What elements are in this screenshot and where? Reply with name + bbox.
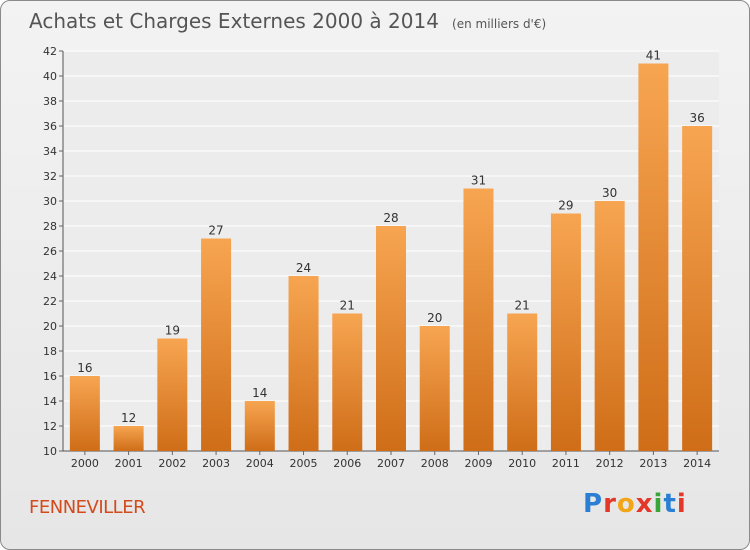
- bar: [244, 401, 275, 451]
- bar-value-label: 28: [383, 211, 398, 225]
- bar: [376, 226, 406, 451]
- bar: [69, 376, 100, 451]
- bar: [594, 201, 625, 451]
- logo-letter: o: [616, 489, 636, 519]
- bar: [463, 188, 494, 451]
- bar: [201, 238, 232, 451]
- bar: [507, 313, 538, 451]
- logo-letter: i: [676, 489, 687, 519]
- bar: [157, 338, 188, 451]
- x-tick-label: 2009: [464, 457, 492, 470]
- y-tick-label: 28: [43, 220, 57, 233]
- x-tick-label: 2004: [246, 457, 274, 470]
- logo-letter: t: [663, 489, 677, 519]
- bar-value-label: 16: [77, 361, 92, 375]
- bar-value-label: 30: [602, 186, 617, 200]
- y-tick-label: 22: [43, 295, 57, 308]
- logo-letter: r: [603, 489, 617, 519]
- labels: 16 12 19 27 14 24 21 28 20 31 21 29 30 41 36: [77, 49, 705, 426]
- bar: [550, 213, 581, 451]
- y-tick-label: 18: [43, 345, 57, 358]
- x-tick-label: 2007: [377, 457, 405, 470]
- logo-letter: i: [653, 489, 664, 519]
- bar-value-label: 27: [208, 224, 223, 238]
- y-tick-label: 34: [43, 145, 57, 158]
- y-tick-label: 36: [43, 120, 57, 133]
- x-tick-label: 2001: [115, 457, 143, 470]
- x-tick-label: 2014: [683, 457, 711, 470]
- bar-value-label: 21: [340, 299, 355, 313]
- x-tick-label: 2012: [596, 457, 624, 470]
- x-tick-label: 2013: [639, 457, 667, 470]
- bar-value-label: 14: [252, 386, 267, 400]
- y-tick-label: 10: [43, 445, 57, 458]
- bar-value-label: 41: [646, 49, 661, 63]
- y-tick-label: 40: [43, 70, 57, 83]
- bar-value-label: 31: [471, 174, 486, 188]
- bar-value-label: 29: [558, 199, 573, 213]
- x-tick-label: 2011: [552, 457, 580, 470]
- bar-value-label: 20: [427, 311, 442, 325]
- y-tick-label: 30: [43, 195, 57, 208]
- x-tick-label: 2006: [333, 457, 361, 470]
- y-tick-label: 38: [43, 95, 57, 108]
- bar-value-label: 36: [689, 111, 704, 125]
- x-tick-label: 2010: [508, 457, 536, 470]
- y-tick-label: 26: [43, 245, 57, 258]
- city-name: FENNEVILLER: [29, 497, 146, 518]
- bar: [682, 126, 713, 451]
- logo-letter: x: [635, 489, 654, 519]
- proxiti-logo: Proxiti: [583, 489, 687, 519]
- x-tick-label: 2000: [71, 457, 99, 470]
- y-tick-label: 14: [43, 395, 57, 408]
- logo-letter: P: [583, 489, 604, 519]
- bar: [288, 276, 319, 451]
- bar-value-label: 24: [296, 261, 311, 275]
- bar-value-label: 19: [165, 324, 180, 338]
- chart-subtitle: (en milliers d'€): [452, 17, 547, 31]
- y-tick-label: 24: [43, 270, 57, 283]
- y-tick-label: 16: [43, 370, 57, 383]
- y-tick-label: 32: [43, 170, 57, 183]
- x-tick-label: 2003: [202, 457, 230, 470]
- chart-title: Achats et Charges Externes 2000 à 2014: [29, 9, 439, 33]
- y-tick-label: 42: [43, 45, 57, 58]
- y-tick-label: 20: [43, 320, 57, 333]
- bar: [113, 426, 144, 451]
- bar: [332, 313, 363, 451]
- x-tick-label: 2008: [421, 457, 449, 470]
- y-tick-label: 12: [43, 420, 57, 433]
- x-tick-label: 2005: [290, 457, 318, 470]
- bar: [638, 63, 669, 451]
- bar: [419, 326, 450, 451]
- bar-value-label: 21: [515, 299, 530, 313]
- x-tick-label: 2002: [158, 457, 186, 470]
- chart-title-block: Achats et Charges Externes 2000 à 2014 (…: [29, 9, 546, 33]
- bars: [69, 63, 713, 451]
- bar-value-label: 12: [121, 411, 136, 425]
